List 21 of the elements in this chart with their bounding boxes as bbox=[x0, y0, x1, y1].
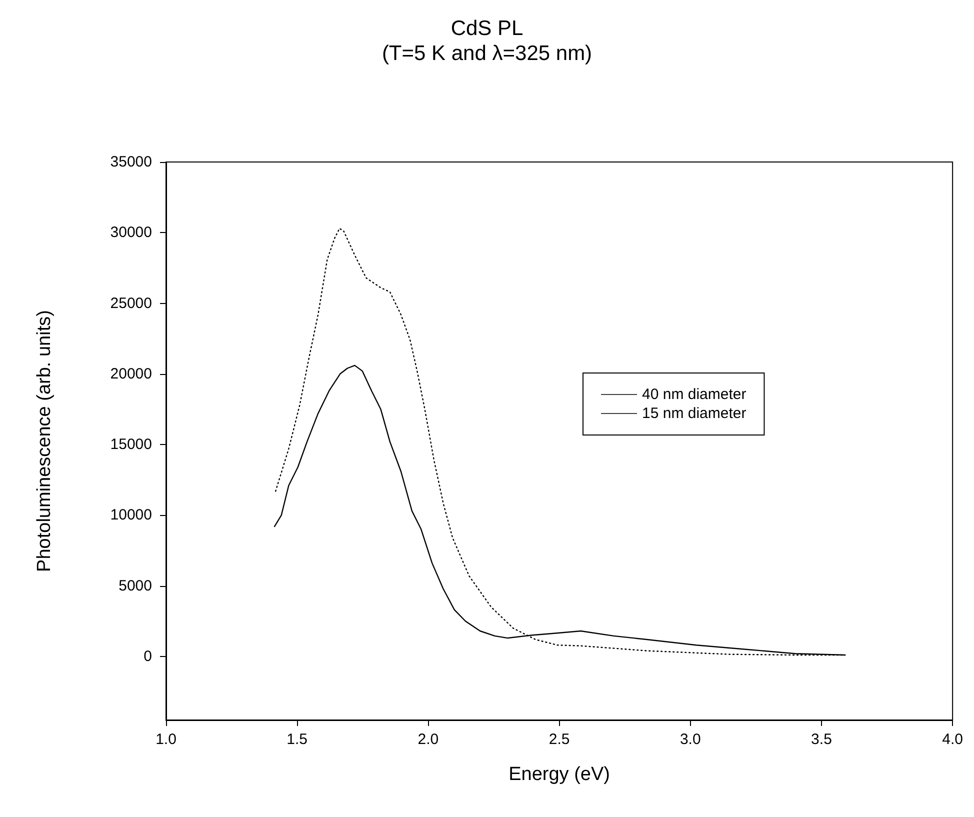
x-tick-label: 4.0 bbox=[942, 731, 964, 748]
y-tick-label: 30000 bbox=[110, 224, 152, 242]
x-tick-label: 2.0 bbox=[418, 731, 439, 748]
y-tick-label: 20000 bbox=[110, 365, 152, 382]
y-tick-label: 0 bbox=[144, 648, 152, 665]
chart-title: CdS PL bbox=[450, 17, 524, 40]
x-tick-label: 3.5 bbox=[811, 731, 832, 748]
x-tick-label: 3.0 bbox=[680, 731, 701, 748]
x-tick-label: 1.0 bbox=[156, 731, 176, 748]
y-axis-title: Photoluminescence (arb. units) bbox=[34, 310, 55, 572]
y-tick-label: 5000 bbox=[118, 577, 152, 594]
chart-subtitle: (T=5 K and λ=325 nm) bbox=[382, 42, 592, 65]
x-tick-label: 2.5 bbox=[548, 731, 570, 748]
x-tick-label: 1.5 bbox=[286, 731, 308, 748]
x-axis-title: Energy (eV) bbox=[508, 764, 610, 785]
y-tick-label: 25000 bbox=[110, 294, 152, 312]
y-tick-label: 15000 bbox=[110, 436, 152, 454]
legend-label: 40 nm diameter bbox=[642, 386, 746, 403]
legend-label: 15 nm diameter bbox=[642, 405, 746, 422]
y-tick-label: 35000 bbox=[110, 154, 152, 170]
y-tick-label: 10000 bbox=[110, 506, 152, 524]
